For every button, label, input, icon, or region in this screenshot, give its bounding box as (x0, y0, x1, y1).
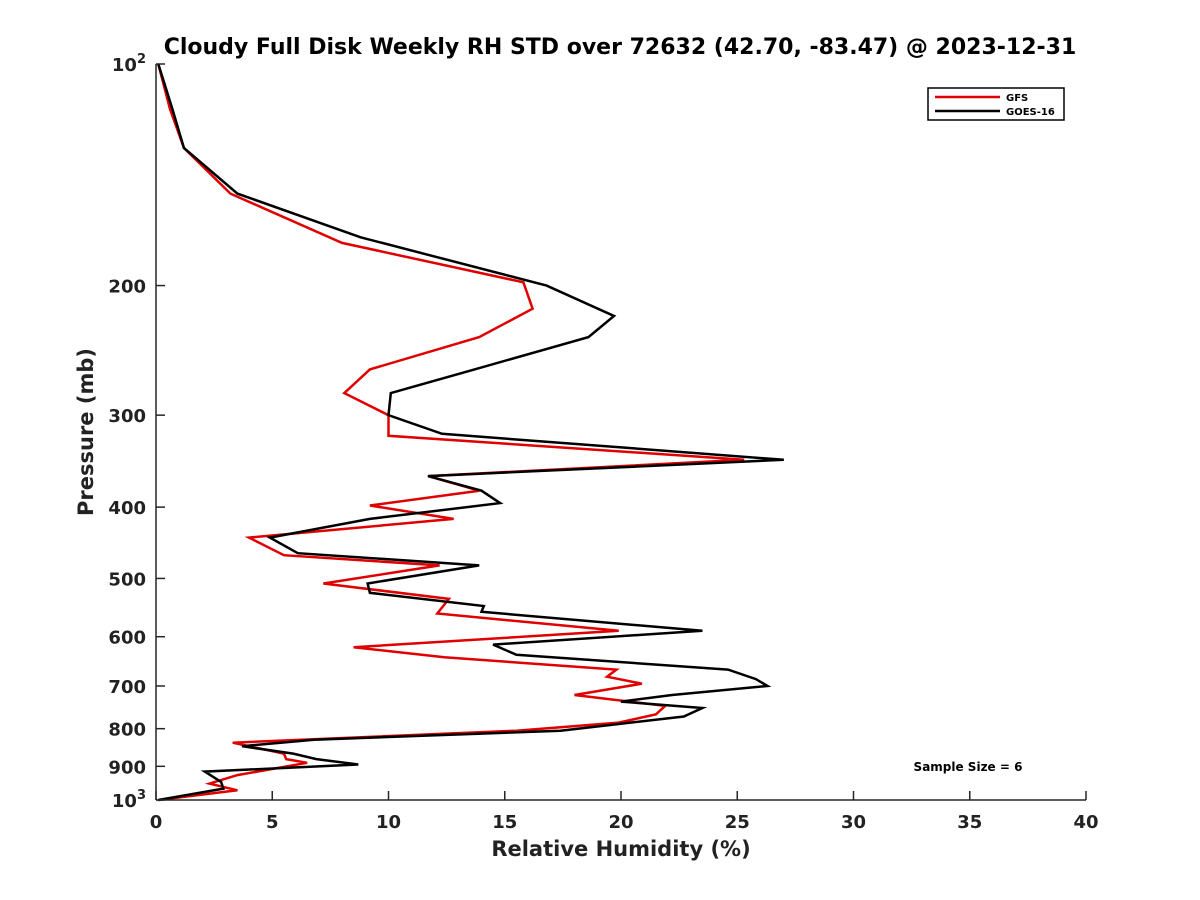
x-tick-label: 10 (376, 812, 401, 833)
series-line-goes16 (157, 63, 784, 802)
legend-label-gfs: GFS (1006, 93, 1028, 104)
y-axis-label: Pressure (mb) (74, 348, 98, 516)
y-tick-label: 900 (108, 757, 146, 778)
series-layer (157, 63, 784, 802)
plot-area (156, 64, 1086, 800)
series-line-gfs (157, 63, 745, 802)
y-axis-ticks: 102 200 300 400 500 600 700 800 900 103 (108, 52, 165, 812)
x-axis-label: Relative Humidity (%) (491, 837, 750, 861)
y-tick-label: 103 (112, 788, 146, 812)
x-tick-label: 35 (957, 812, 982, 833)
y-tick-label: 300 (108, 406, 146, 427)
sample-size-annotation: Sample Size = 6 (914, 760, 1023, 774)
x-tick-label: 30 (841, 812, 866, 833)
y-tick-label: 102 (112, 52, 146, 76)
y-tick-label: 500 (108, 569, 146, 590)
x-tick-label: 40 (1073, 812, 1098, 833)
x-axis-ticks: 0 5 10 15 20 25 30 35 40 (150, 791, 1099, 833)
x-tick-label: 5 (266, 812, 279, 833)
legend: GFS GOES-16 (927, 87, 1065, 121)
x-tick-label: 25 (725, 812, 750, 833)
x-tick-label: 20 (608, 812, 633, 833)
y-tick-label: 600 (108, 628, 146, 649)
y-tick-label: 400 (108, 498, 146, 519)
legend-label-goes16: GOES-16 (1006, 107, 1055, 118)
legend-box (927, 87, 1065, 121)
y-tick-label: 200 (108, 277, 146, 298)
y-tick-label: 800 (108, 720, 146, 741)
x-tick-label: 15 (492, 812, 517, 833)
chart-title: Cloudy Full Disk Weekly RH STD over 7263… (164, 35, 1077, 60)
y-tick-label: 700 (108, 677, 146, 698)
x-tick-label: 0 (150, 812, 163, 833)
